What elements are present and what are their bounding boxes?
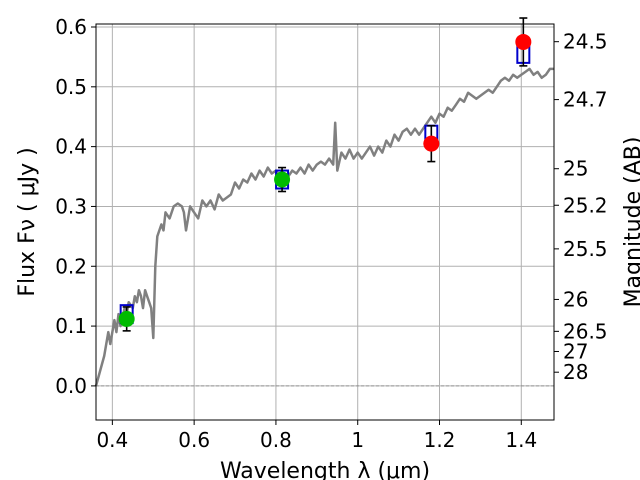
flux-point — [274, 171, 291, 188]
right-tick-label: 24.7 — [563, 88, 608, 112]
flux-point — [515, 33, 532, 50]
y-tick-label: 0.0 — [55, 374, 87, 398]
right-tick-label: 25 — [563, 157, 588, 181]
right-tick-label: 26 — [563, 287, 588, 311]
right-axis-label: Magnitude (AB) — [621, 137, 640, 308]
y-tick-label: 0.5 — [55, 75, 87, 99]
y-tick-label: 0.4 — [55, 135, 87, 159]
y-tick-label: 0.6 — [55, 15, 87, 39]
y-tick-label: 0.3 — [55, 194, 87, 218]
x-tick-label: 1.4 — [505, 428, 537, 452]
x-tick-label: 0.4 — [96, 428, 128, 452]
y-tick-label: 0.2 — [55, 254, 87, 278]
x-tick-label: 1 — [351, 428, 364, 452]
y-axis-label: Flux Fν ( μJy ) — [15, 147, 40, 296]
plot-frame — [95, 23, 555, 421]
flux-point — [118, 310, 135, 327]
right-tick-label: 25.2 — [563, 193, 608, 217]
x-axis-label: Wavelength λ (μm) — [220, 459, 430, 480]
flux-point — [423, 135, 440, 152]
spectrum-group — [94, 67, 554, 387]
right-tick-label: 25.5 — [563, 237, 608, 261]
spectrum-line — [94, 67, 554, 387]
x-axis-ticks: 0.4 0.6 0.8 1 1.2 1.4 — [96, 420, 537, 452]
grid — [96, 24, 554, 420]
y-axis-ticks: 0.0 0.1 0.2 0.3 0.4 0.5 0.6 — [55, 15, 96, 398]
x-tick-label: 0.8 — [260, 428, 292, 452]
right-tick-label: 26.5 — [563, 319, 608, 343]
right-tick-label: 27 — [563, 339, 588, 363]
photometry-points — [118, 17, 532, 332]
right-tick-label: 28 — [563, 360, 588, 384]
right-tick-label: 24.5 — [563, 30, 608, 54]
x-tick-label: 0.6 — [178, 428, 210, 452]
y-tick-label: 0.1 — [55, 314, 87, 338]
x-tick-label: 1.2 — [424, 428, 456, 452]
